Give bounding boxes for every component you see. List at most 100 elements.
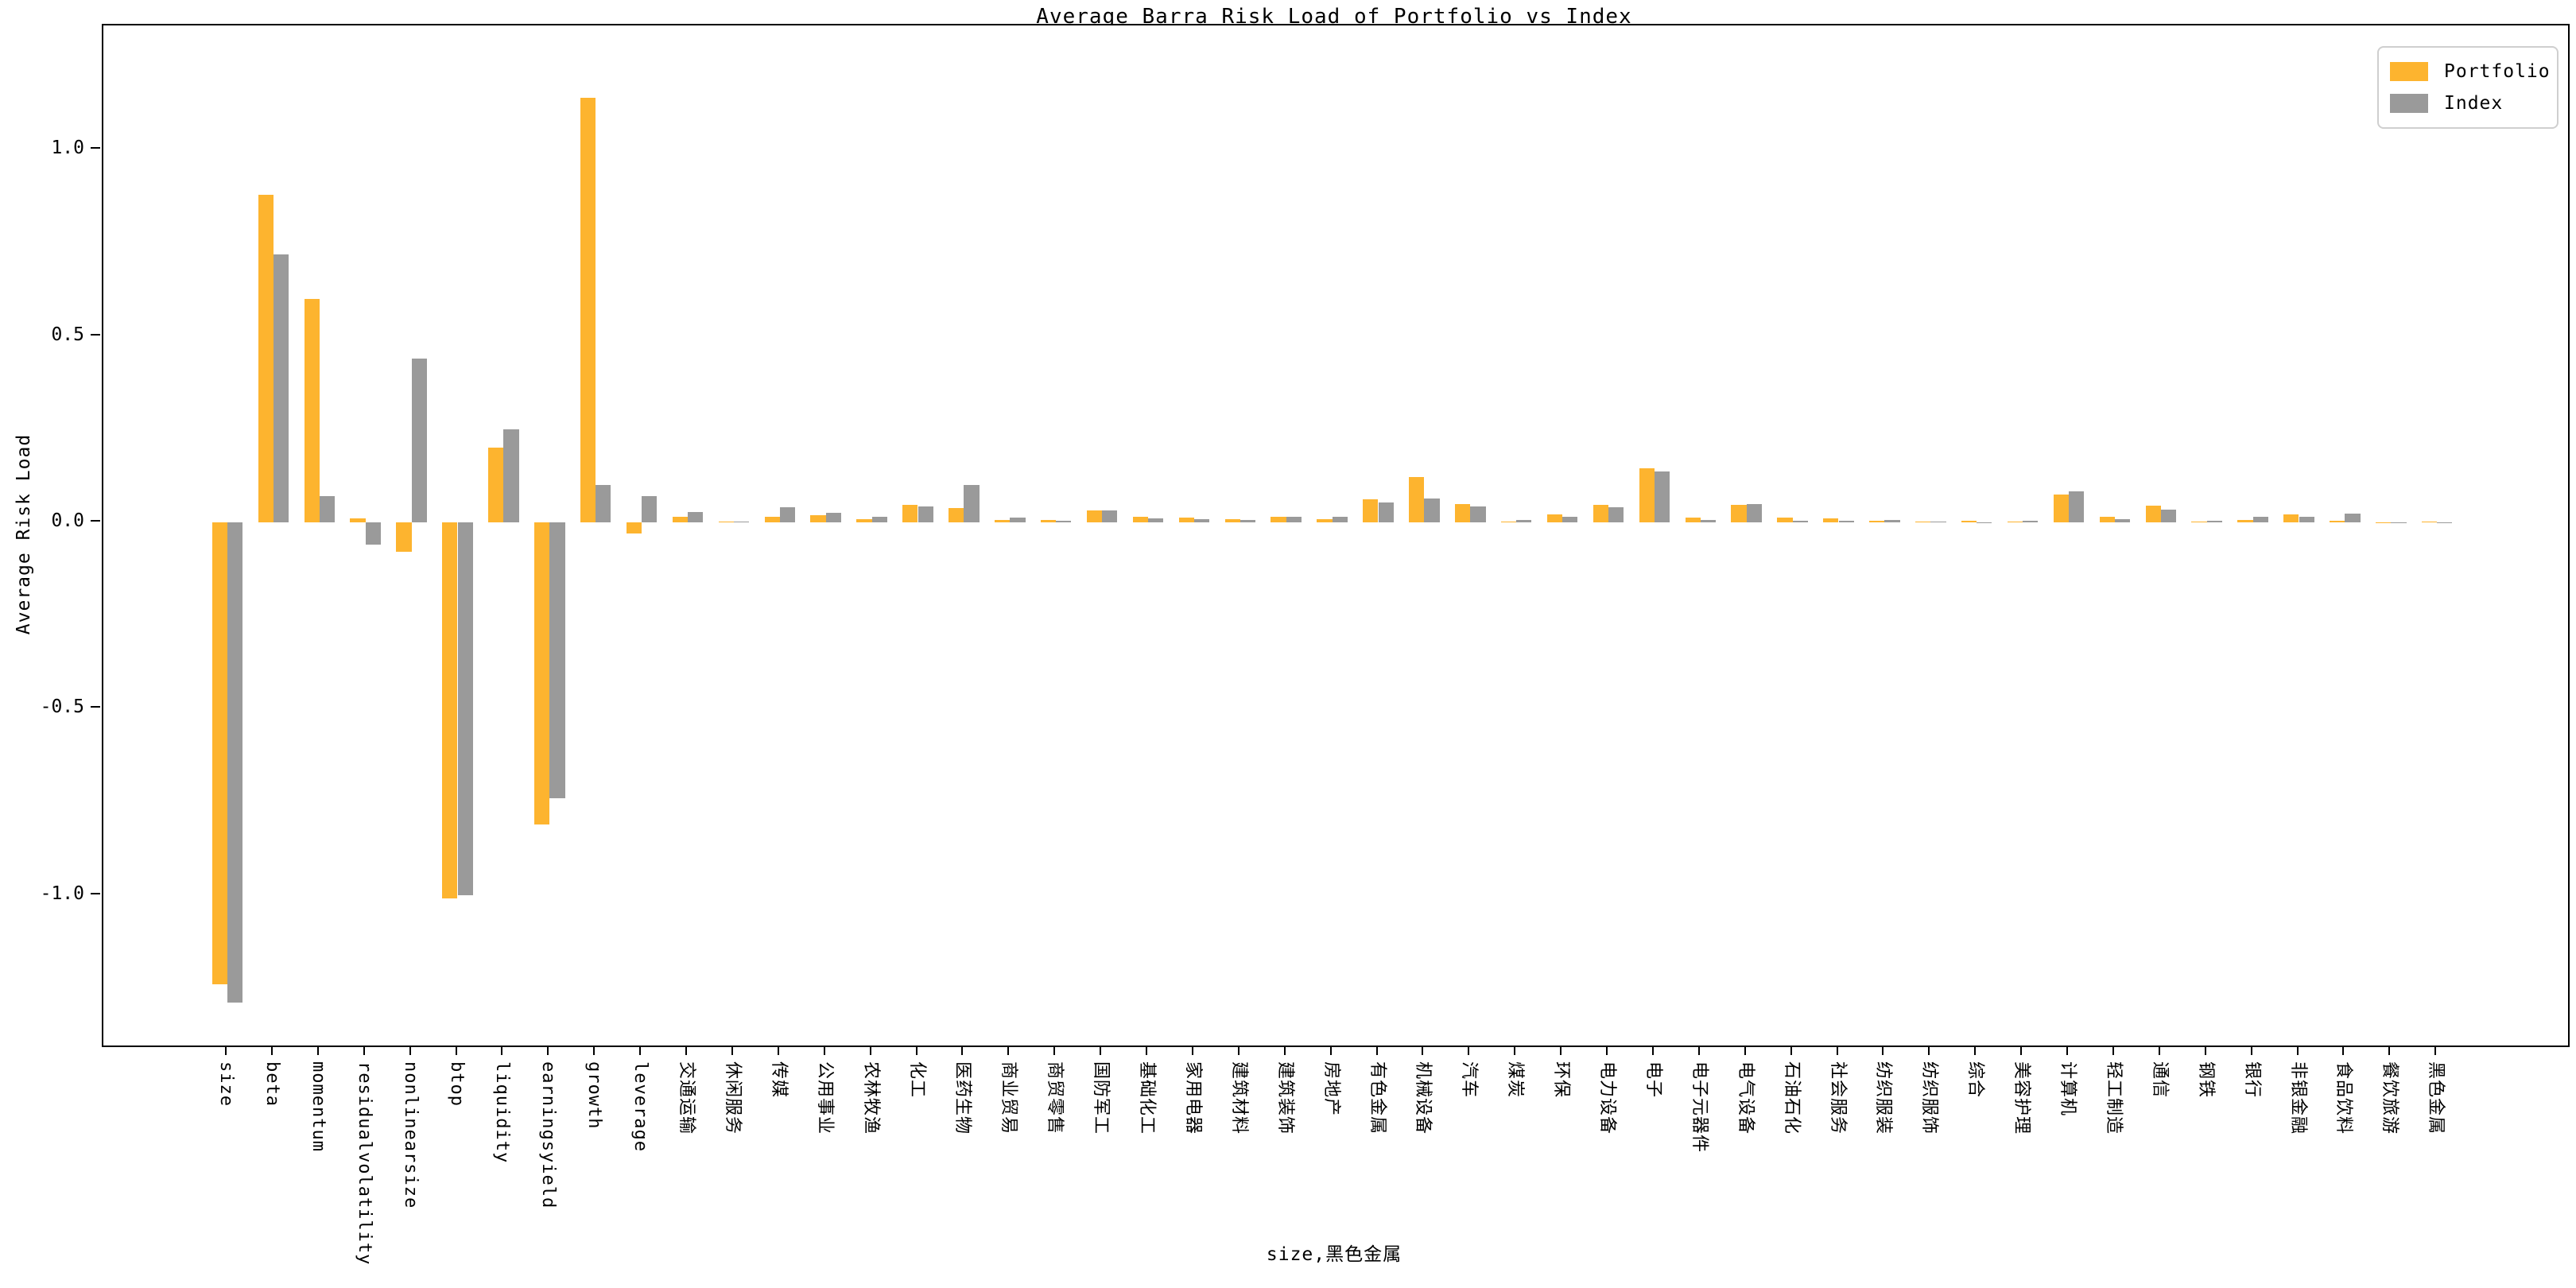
- x-tick-label: 煤炭: [1505, 1061, 1526, 1099]
- x-tick-label: 纺织服装: [1873, 1061, 1894, 1135]
- x-tick-mark: [1790, 1046, 1792, 1055]
- portfolio-bar: [211, 522, 227, 985]
- index-bar: [825, 513, 841, 522]
- x-tick-mark: [1974, 1046, 1977, 1055]
- y-tick-mark: [91, 706, 100, 708]
- index-bar: [1148, 518, 1164, 522]
- portfolio-bar: [1546, 514, 1563, 522]
- index-bar: [319, 496, 336, 522]
- x-tick-label: 电气设备: [1735, 1061, 1755, 1135]
- portfolio-bar: [1455, 504, 1471, 522]
- index-bar: [1608, 507, 1624, 522]
- y-tick-label: -1.0: [40, 883, 84, 904]
- portfolio-bar: [258, 194, 274, 522]
- y-tick-mark: [91, 520, 100, 522]
- legend: Portfolio Index: [2377, 46, 2559, 129]
- x-tick-mark: [593, 1046, 596, 1055]
- x-tick-label: 非银金融: [2287, 1061, 2308, 1135]
- portfolio-bar: [1224, 518, 1240, 522]
- portfolio-bar: [1040, 520, 1057, 522]
- portfolio-bar: [396, 522, 412, 553]
- index-swatch-icon: [2390, 94, 2428, 113]
- x-tick-mark: [1514, 1046, 1516, 1055]
- legend-item-portfolio: Portfolio: [2390, 56, 2550, 87]
- x-tick-mark: [1007, 1046, 1010, 1055]
- x-tick-mark: [1191, 1046, 1193, 1055]
- portfolio-bar: [1731, 504, 1747, 522]
- portfolio-bar: [1271, 516, 1286, 522]
- x-tick-label: 银行: [2241, 1061, 2262, 1099]
- y-tick-label: 1.0: [51, 138, 84, 159]
- portfolio-bar: [2145, 506, 2161, 522]
- portfolio-bar: [1363, 499, 1379, 522]
- index-bar: [2069, 491, 2085, 522]
- x-tick-mark: [2296, 1046, 2299, 1055]
- portfolio-bar: [2053, 494, 2069, 522]
- x-tick-label: 建筑装饰: [1274, 1061, 1295, 1135]
- portfolio-bar: [949, 508, 964, 522]
- portfolio-bar: [442, 522, 458, 899]
- index-bar: [2206, 520, 2222, 522]
- portfolio-bar: [1086, 510, 1103, 522]
- index-bar: [1470, 506, 1486, 522]
- portfolio-bar: [350, 518, 366, 522]
- plot-area: Portfolio Index: [102, 24, 2570, 1047]
- index-bar: [273, 254, 289, 522]
- index-bar: [411, 358, 427, 522]
- index-bar: [2345, 514, 2361, 522]
- index-bar: [503, 429, 519, 522]
- x-tick-label: 传媒: [768, 1061, 789, 1099]
- index-bar: [779, 507, 796, 522]
- x-tick-label: growth: [584, 1061, 605, 1130]
- x-tick-label: 农林牧渔: [860, 1061, 881, 1135]
- x-tick-mark: [501, 1046, 503, 1055]
- x-tick-label: momentum: [308, 1061, 328, 1152]
- index-bar: [642, 496, 658, 522]
- x-tick-mark: [455, 1046, 457, 1055]
- x-tick-mark: [1606, 1046, 1608, 1055]
- x-tick-mark: [1882, 1046, 1884, 1055]
- x-tick-label: 电子元器件: [1689, 1061, 1709, 1154]
- portfolio-bar: [1777, 518, 1793, 522]
- index-bar: [964, 485, 980, 522]
- y-tick-label: 0.0: [51, 510, 84, 531]
- x-tick-mark: [1422, 1046, 1424, 1055]
- portfolio-swatch-icon: [2390, 62, 2428, 81]
- x-tick-label: earningsyield: [538, 1061, 559, 1209]
- x-tick-mark: [685, 1046, 687, 1055]
- x-tick-mark: [270, 1046, 273, 1055]
- x-tick-label: 休闲服务: [722, 1061, 743, 1135]
- x-tick-label: 家用电器: [1182, 1061, 1203, 1135]
- index-bar: [871, 516, 887, 522]
- x-tick-mark: [1283, 1046, 1286, 1055]
- portfolio-bar: [856, 518, 872, 522]
- x-tick-label: 电子: [1643, 1061, 1663, 1099]
- x-tick-mark: [1237, 1046, 1240, 1055]
- x-tick-mark: [639, 1046, 642, 1055]
- x-tick-label: leverage: [630, 1061, 651, 1152]
- portfolio-bar: [534, 522, 550, 824]
- index-bar: [2114, 519, 2131, 522]
- index-bar: [918, 506, 933, 522]
- portfolio-bar: [902, 505, 918, 522]
- index-bar: [1792, 521, 1808, 522]
- x-tick-mark: [1468, 1046, 1470, 1055]
- y-tick-mark: [91, 892, 100, 894]
- x-tick-label: 建筑材料: [1228, 1061, 1249, 1135]
- x-tick-mark: [363, 1046, 365, 1055]
- x-tick-label: 通信: [2149, 1061, 2170, 1099]
- x-tick-mark: [316, 1046, 319, 1055]
- x-tick-mark: [731, 1046, 733, 1055]
- x-tick-label: 商业贸易: [999, 1061, 1019, 1135]
- index-bar: [2023, 521, 2039, 522]
- x-tick-mark: [2250, 1046, 2252, 1055]
- index-bar: [365, 522, 381, 545]
- portfolio-bar: [2283, 514, 2299, 522]
- x-tick-mark: [1651, 1046, 1654, 1055]
- y-tick-mark: [91, 147, 100, 149]
- portfolio-bar: [1409, 476, 1425, 522]
- portfolio-bar: [995, 519, 1011, 522]
- index-bar: [2299, 516, 2314, 522]
- x-tick-mark: [1329, 1046, 1332, 1055]
